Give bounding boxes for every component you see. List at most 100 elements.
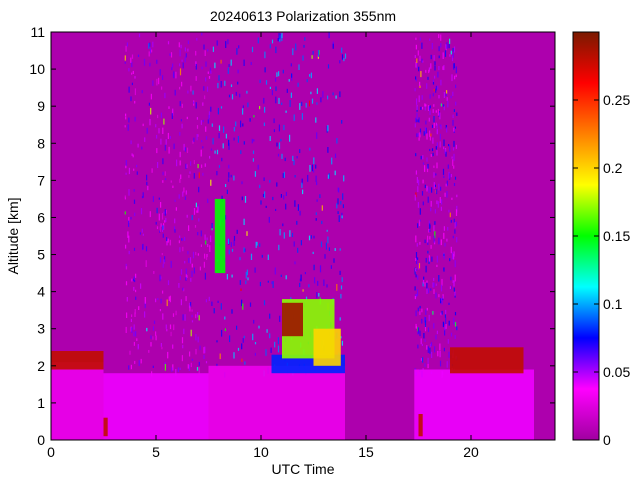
texture-cell — [128, 365, 130, 370]
texture-cell — [197, 336, 199, 343]
texture-cell — [432, 82, 435, 85]
texture-cell — [419, 305, 421, 309]
texture-cell — [133, 168, 135, 171]
texture-cell — [210, 70, 212, 74]
texture-cell — [221, 195, 223, 202]
texture-cell — [165, 217, 167, 223]
texture-cell — [237, 81, 239, 85]
texture-cell — [137, 344, 139, 350]
texture-cell — [453, 165, 455, 169]
texture-cell — [299, 278, 301, 282]
texture-cell — [452, 119, 454, 126]
texture-cell — [228, 64, 230, 67]
texture-cell — [173, 143, 175, 150]
texture-cell — [435, 334, 437, 340]
texture-cell — [200, 120, 202, 125]
texture-cell — [449, 212, 451, 218]
texture-cell — [282, 173, 284, 178]
texture-cell — [297, 82, 299, 87]
texture-cell — [427, 363, 429, 369]
texture-cell — [438, 95, 440, 99]
texture-cell — [446, 42, 448, 49]
texture-cell — [137, 54, 140, 57]
texture-cell — [418, 263, 420, 270]
texture-cell — [249, 302, 252, 307]
texture-cell — [312, 251, 314, 254]
texture-cell — [414, 267, 416, 275]
texture-cell — [150, 93, 152, 100]
texture-cell — [178, 240, 180, 244]
texture-cell — [159, 309, 161, 312]
texture-cell — [197, 232, 199, 236]
texture-cell — [185, 53, 187, 58]
texture-cell — [162, 180, 164, 183]
texture-cell — [179, 49, 181, 57]
texture-cell — [309, 165, 311, 172]
texture-cell — [440, 239, 442, 246]
texture-cell — [326, 229, 328, 232]
texture-cell — [452, 114, 454, 118]
texture-cell — [133, 286, 135, 291]
texture-cell — [182, 246, 184, 252]
texture-cell — [150, 107, 152, 115]
texture-cell — [132, 278, 135, 282]
texture-cell — [149, 42, 151, 47]
texture-cell — [331, 157, 333, 165]
texture-cell — [291, 232, 294, 238]
texture-cell — [187, 40, 189, 45]
texture-cell — [153, 320, 156, 324]
texture-cell — [183, 328, 185, 335]
texture-cell — [231, 309, 233, 314]
texture-cell — [196, 37, 198, 41]
texture-cell — [429, 229, 431, 233]
texture-cell — [164, 364, 166, 371]
texture-cell — [185, 277, 187, 281]
texture-cell — [311, 55, 313, 59]
texture-cell — [134, 280, 136, 283]
texture-cell — [204, 253, 206, 259]
colorbar-tick-label: 0.25 — [603, 92, 630, 108]
texture-cell — [434, 65, 436, 71]
texture-cell — [179, 160, 181, 166]
texture-cell — [454, 322, 457, 327]
texture-cell — [339, 91, 341, 98]
colorbar-ticks: 0 0.05 0.1 0.15 0.2 0.25 — [573, 92, 630, 448]
texture-cell — [440, 298, 442, 304]
texture-cell — [179, 235, 181, 238]
texture-cell — [152, 80, 154, 86]
texture-cell — [228, 172, 230, 178]
texture-cell — [246, 231, 248, 236]
texture-cell — [187, 251, 189, 255]
texture-cell — [269, 86, 271, 89]
texture-cell — [280, 274, 282, 277]
texture-cell — [247, 277, 249, 281]
backscatter-texture — [124, 32, 458, 378]
texture-cell — [426, 307, 428, 311]
texture-cell — [443, 146, 445, 150]
texture-cell — [195, 334, 197, 341]
texture-cell — [424, 103, 426, 107]
texture-cell — [429, 130, 431, 137]
texture-cell — [224, 80, 226, 86]
colorbar-tick-label: 0.15 — [603, 228, 630, 244]
texture-cell — [138, 306, 140, 310]
y-axis: 0 1 2 3 4 5 6 7 8 9 10 11 — [29, 24, 555, 448]
texture-cell — [202, 119, 204, 123]
texture-cell — [324, 254, 326, 259]
texture-cell — [125, 160, 127, 166]
texture-cell — [200, 244, 202, 247]
texture-cell — [173, 71, 175, 79]
texture-cell — [183, 143, 185, 151]
texture-cell — [283, 124, 285, 131]
texture-cell — [165, 324, 167, 329]
texture-cell — [155, 298, 157, 303]
texture-cell — [134, 312, 136, 317]
texture-cell — [443, 267, 445, 272]
texture-cell — [339, 270, 341, 275]
texture-cell — [448, 351, 450, 358]
texture-cell — [181, 238, 183, 241]
texture-cell — [416, 104, 418, 110]
texture-cell — [124, 195, 126, 198]
texture-cell — [327, 236, 329, 244]
texture-cell — [308, 284, 310, 288]
